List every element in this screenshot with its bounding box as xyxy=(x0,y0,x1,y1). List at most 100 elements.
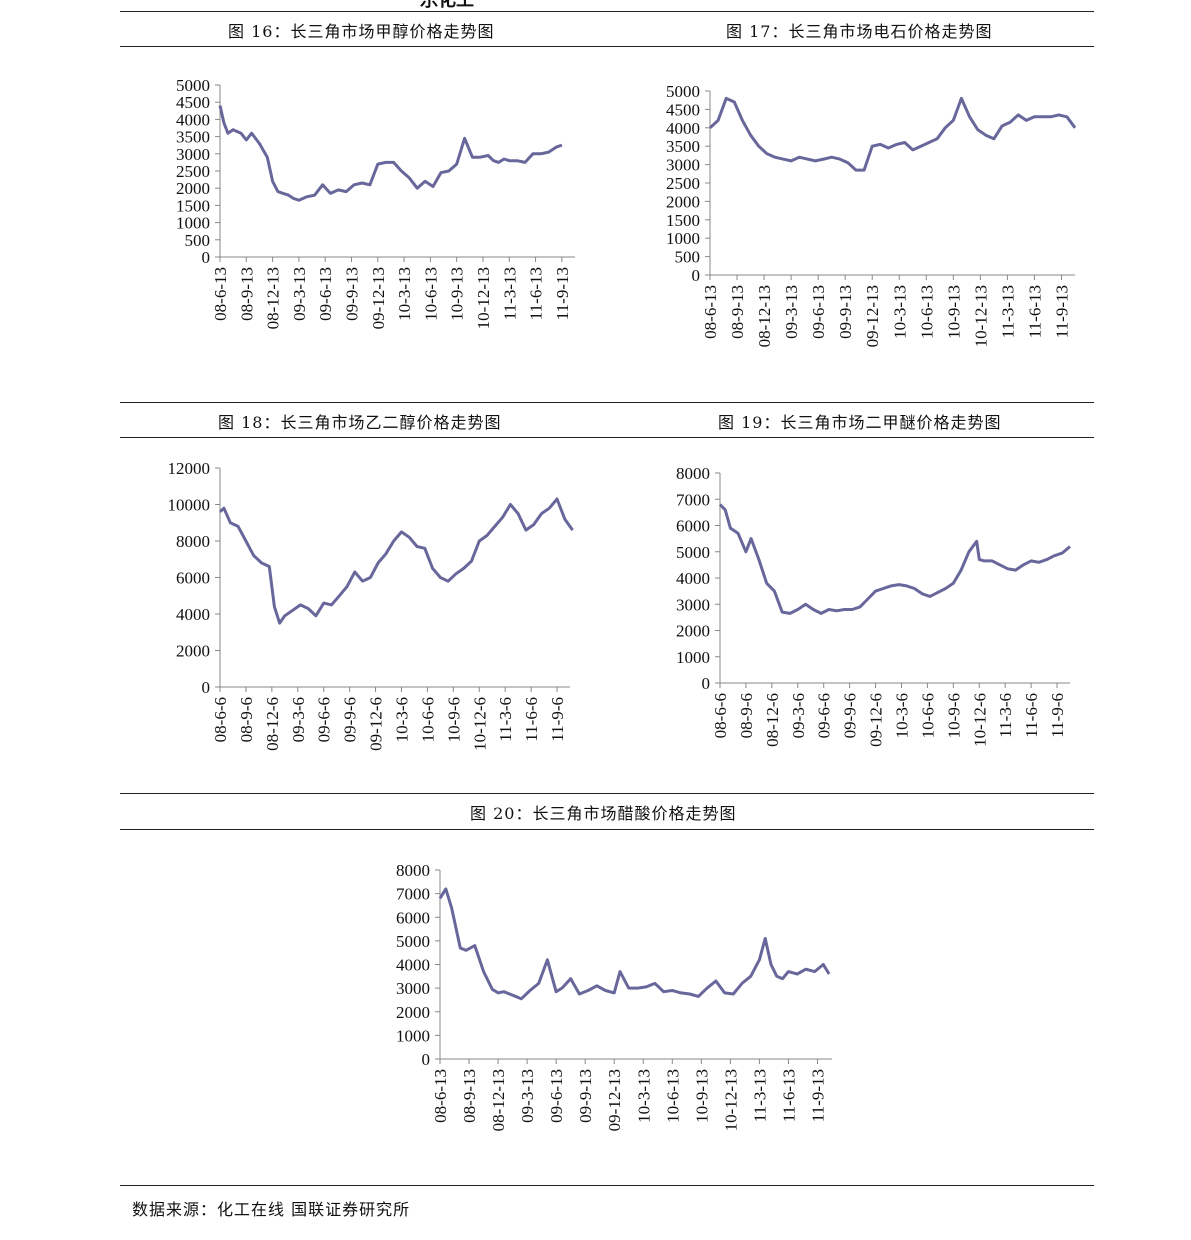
fig18-title: 图 18：长三角市场乙二醇价格走势图 xyxy=(218,413,502,432)
x-tick-label: 09-12-13 xyxy=(605,1069,624,1131)
x-tick-label: 08-12-6 xyxy=(263,697,282,751)
y-tick-label: 8000 xyxy=(676,464,710,483)
x-tick-label: 09-3-13 xyxy=(518,1069,537,1123)
source-note: 数据来源：化工在线 国联证券研究所 xyxy=(132,1200,411,1219)
y-tick-label: 5000 xyxy=(676,543,710,562)
series-line xyxy=(218,105,563,202)
x-tick-label: 08-9-13 xyxy=(728,285,747,339)
chart-fig16: 0500100015002000250030003500400045005000… xyxy=(176,76,575,329)
y-tick-label: 2000 xyxy=(176,642,210,661)
x-tick-label: 09-9-13 xyxy=(576,1069,595,1123)
x-tick-label: 10-6-13 xyxy=(421,267,440,321)
x-tick-label: 10-6-6 xyxy=(918,693,937,738)
x-tick-label: 09-6-13 xyxy=(547,1069,566,1123)
y-tick-label: 0 xyxy=(702,674,711,693)
y-tick-label: 4000 xyxy=(676,569,710,588)
x-tick-label: 10-9-6 xyxy=(944,693,963,738)
x-tick-label: 10-6-13 xyxy=(917,285,936,339)
y-tick-label: 4000 xyxy=(666,119,700,138)
x-tick-label: 10-12-13 xyxy=(971,285,990,347)
x-tick-label: 09-12-6 xyxy=(867,693,886,747)
series-line xyxy=(218,497,574,625)
chart-fig20: 0 1000 2000 3000 4000 5000 6000 7000 8000 08-6-13… xyxy=(396,861,832,1131)
x-tick-label: 09-9-6 xyxy=(841,693,860,738)
y-tick-label: 10000 xyxy=(168,496,211,515)
x-tick-label: 08-6-13 xyxy=(701,285,720,339)
y-tick-label: 5000 xyxy=(396,932,430,951)
series-line xyxy=(438,887,831,1001)
x-tick-label: 10-6-6 xyxy=(418,697,437,742)
y-tick-label: 0 xyxy=(422,1050,431,1069)
x-tick-label: 10-3-13 xyxy=(395,267,414,321)
y-tick-label: 5000 xyxy=(176,76,210,95)
y-tick-label: 4000 xyxy=(176,110,210,129)
x-tick-label: 08-6-6 xyxy=(711,693,730,738)
fig20-title: 图 20：长三角市场醋酸价格走势图 xyxy=(470,804,737,823)
y-tick-label: 6000 xyxy=(676,517,710,536)
x-tick-label: 10-3-13 xyxy=(890,285,909,339)
x-tick-label: 09-3-13 xyxy=(290,267,309,321)
chart-fig18: 0 2000 4000 6000 8000 10000 12000 08-6-6 08-9-6 0… xyxy=(168,459,574,751)
divider xyxy=(120,1185,1094,1186)
x-tick-label: 09-6-13 xyxy=(316,267,335,321)
x-tick-label: 11-6-13 xyxy=(1025,285,1044,338)
x-tick-label: 10-12-13 xyxy=(474,267,493,329)
x-tick-label: 09-3-6 xyxy=(289,697,308,742)
y-tick-label: 500 xyxy=(675,248,701,267)
x-tick-label: 11-3-13 xyxy=(500,267,519,320)
y-tick-label: 3000 xyxy=(176,145,210,164)
x-tick-label: 09-12-6 xyxy=(367,697,386,751)
y-tick-label: 12000 xyxy=(168,459,211,478)
x-tick-label: 09-6-13 xyxy=(809,285,828,339)
x-tick-label: 10-3-6 xyxy=(392,697,411,742)
x-tick-label: 10-3-13 xyxy=(634,1069,653,1123)
y-tick-label: 2500 xyxy=(176,162,210,181)
y-tick-label: 6000 xyxy=(396,908,430,927)
chart-fig17: 0500100015002000250030003500400045005000… xyxy=(666,82,1077,347)
x-tick-label: 11-6-6 xyxy=(522,697,541,742)
x-tick-label: 10-9-13 xyxy=(944,285,963,339)
y-tick-label: 500 xyxy=(185,231,211,250)
y-tick-label: 3000 xyxy=(666,156,700,175)
x-tick-label: 08-12-13 xyxy=(755,285,774,347)
x-tick-label: 08-9-6 xyxy=(737,693,756,738)
cut-off-text: 乐化工 xyxy=(420,0,474,11)
y-tick-label: 3500 xyxy=(666,137,700,156)
y-tick-label: 2000 xyxy=(396,1003,430,1022)
y-tick-label: 4000 xyxy=(176,605,210,624)
divider xyxy=(120,437,1094,438)
x-tick-label: 10-9-13 xyxy=(448,267,467,321)
y-tick-label: 7000 xyxy=(676,490,710,509)
y-tick-label: 1500 xyxy=(176,196,210,215)
x-tick-label: 11-6-13 xyxy=(779,1069,798,1122)
x-tick-label: 10-12-6 xyxy=(470,697,489,751)
x-tick-label: 10-9-13 xyxy=(692,1069,711,1123)
y-tick-label: 7000 xyxy=(396,885,430,904)
x-tick-label: 08-9-13 xyxy=(237,267,256,321)
x-tick-label: 11-3-13 xyxy=(998,285,1017,338)
x-tick-label: 09-9-6 xyxy=(341,697,360,742)
series-line xyxy=(708,96,1077,172)
x-tick-label: 11-9-6 xyxy=(1048,693,1067,738)
y-tick-label: 2000 xyxy=(666,192,700,211)
x-tick-label: 11-3-6 xyxy=(996,693,1015,738)
y-tick-label: 8000 xyxy=(176,532,210,551)
x-tick-label: 11-9-13 xyxy=(1052,285,1071,338)
x-tick-label: 09-3-6 xyxy=(789,693,808,738)
divider xyxy=(120,793,1094,794)
chart-fig19: 0 1000 2000 3000 4000 5000 6000 7000 8000 08-6-6 0… xyxy=(676,464,1071,747)
y-tick-label: 1500 xyxy=(666,211,700,230)
x-tick-label: 11-6-6 xyxy=(1022,693,1041,738)
y-tick-label: 8000 xyxy=(396,861,430,880)
y-tick-label: 3500 xyxy=(176,128,210,147)
x-tick-label: 08-6-13 xyxy=(431,1069,450,1123)
x-tick-label: 09-3-13 xyxy=(782,285,801,339)
y-tick-label: 1000 xyxy=(676,648,710,667)
y-tick-label: 0 xyxy=(692,266,701,285)
x-tick-label: 08-6-13 xyxy=(211,267,230,321)
x-tick-label: 10-3-6 xyxy=(892,693,911,738)
x-tick-label: 11-6-13 xyxy=(527,267,546,320)
x-tick-label: 11-3-6 xyxy=(496,697,515,742)
divider xyxy=(120,829,1094,830)
x-tick-label: 10-12-6 xyxy=(970,693,989,747)
